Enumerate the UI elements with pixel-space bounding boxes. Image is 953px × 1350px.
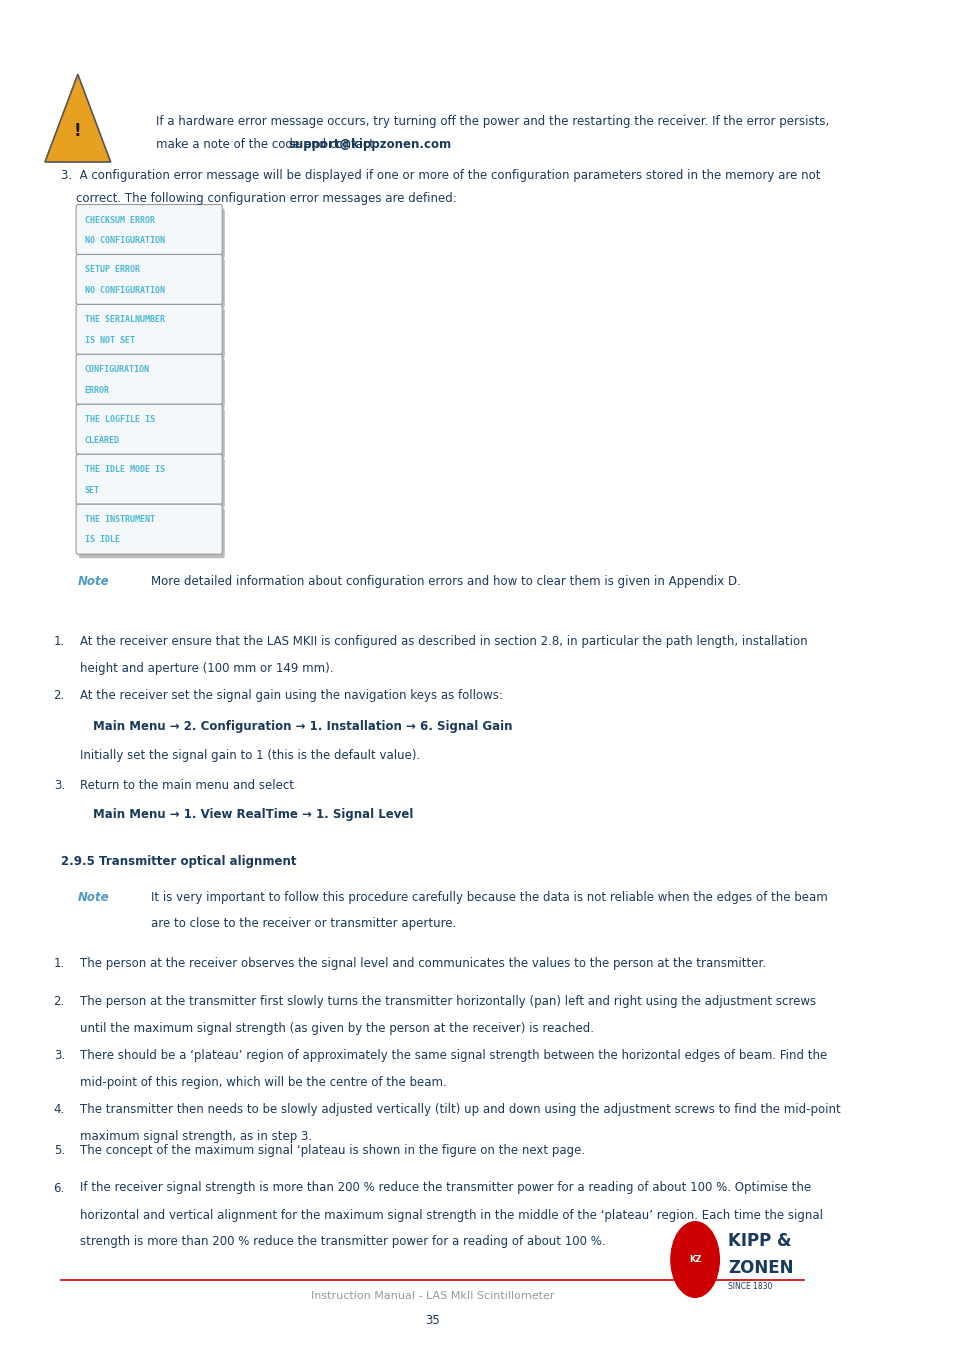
Text: 2.: 2. [53, 995, 65, 1008]
Text: CHECKSUM ERROR: CHECKSUM ERROR [85, 216, 154, 224]
Text: IS IDLE: IS IDLE [85, 536, 120, 544]
Text: Main Menu → 2. Configuration → 1. Installation → 6. Signal Gain: Main Menu → 2. Configuration → 1. Instal… [92, 720, 512, 733]
FancyBboxPatch shape [76, 504, 222, 554]
Text: height and aperture (100 mm or 149 mm).: height and aperture (100 mm or 149 mm). [79, 662, 333, 675]
Text: It is very important to follow this procedure carefully because the data is not : It is very important to follow this proc… [152, 891, 827, 904]
Text: IS NOT SET: IS NOT SET [85, 336, 134, 344]
FancyBboxPatch shape [78, 459, 225, 509]
FancyBboxPatch shape [76, 204, 222, 254]
Text: strength is more than 200 % reduce the transmitter power for a reading of about : strength is more than 200 % reduce the t… [79, 1235, 604, 1249]
Text: Return to the main menu and select: Return to the main menu and select [79, 779, 294, 792]
Text: until the maximum signal strength (as given by the person at the receiver) is re: until the maximum signal strength (as gi… [79, 1022, 593, 1035]
FancyBboxPatch shape [78, 308, 225, 358]
Text: 4.: 4. [53, 1103, 65, 1116]
Text: Initially set the signal gain to 1 (this is the default value).: Initially set the signal gain to 1 (this… [79, 749, 419, 763]
Text: KZ: KZ [688, 1256, 700, 1264]
Text: maximum signal strength, as in step 3.: maximum signal strength, as in step 3. [79, 1130, 312, 1143]
Text: support@kippzonen.com: support@kippzonen.com [289, 138, 452, 151]
Text: The concept of the maximum signal ‘plateau is shown in the figure on the next pa: The concept of the maximum signal ‘plate… [79, 1143, 584, 1157]
Text: 2.9.5 Transmitter optical alignment: 2.9.5 Transmitter optical alignment [60, 855, 295, 868]
Text: Note: Note [78, 575, 110, 589]
Text: Note: Note [78, 891, 110, 904]
Text: 2.: 2. [53, 688, 65, 702]
Polygon shape [45, 74, 111, 162]
FancyBboxPatch shape [76, 354, 222, 405]
FancyBboxPatch shape [76, 254, 222, 305]
FancyBboxPatch shape [78, 408, 225, 459]
Text: If a hardware error message occurs, try turning off the power and the restarting: If a hardware error message occurs, try … [155, 115, 828, 128]
FancyBboxPatch shape [76, 454, 222, 504]
Text: CLEARED: CLEARED [85, 436, 120, 444]
Text: ZONEN: ZONEN [727, 1258, 793, 1277]
Text: THE LOGFILE IS: THE LOGFILE IS [85, 416, 154, 424]
Text: THE SERIALNUMBER: THE SERIALNUMBER [85, 316, 165, 324]
Text: 1.: 1. [53, 957, 65, 971]
Text: CONFIGURATION: CONFIGURATION [85, 366, 150, 374]
Text: SETUP ERROR: SETUP ERROR [85, 266, 139, 274]
Text: 5.: 5. [53, 1143, 65, 1157]
Text: THE IDLE MODE IS: THE IDLE MODE IS [85, 466, 165, 474]
Text: SET: SET [85, 486, 100, 494]
Text: At the receiver ensure that the LAS MKII is configured as described in section 2: At the receiver ensure that the LAS MKII… [79, 634, 806, 648]
Text: horizontal and vertical alignment for the maximum signal strength in the middle : horizontal and vertical alignment for th… [79, 1208, 821, 1222]
Text: 3.: 3. [53, 1049, 65, 1062]
Text: The person at the receiver observes the signal level and communicates the values: The person at the receiver observes the … [79, 957, 765, 971]
Text: are to close to the receiver or transmitter aperture.: are to close to the receiver or transmit… [152, 917, 456, 930]
Text: 3.  A configuration error message will be displayed if one or more of the config: 3. A configuration error message will be… [60, 169, 820, 182]
Text: Instruction Manual - LAS MkII Scintillometer: Instruction Manual - LAS MkII Scintillom… [311, 1291, 554, 1301]
Text: Main Menu → 1. View RealTime → 1. Signal Level: Main Menu → 1. View RealTime → 1. Signal… [92, 807, 413, 821]
Text: 3.: 3. [53, 779, 65, 792]
Text: The transmitter then needs to be slowly adjusted vertically (tilt) up and down u: The transmitter then needs to be slowly … [79, 1103, 840, 1116]
FancyBboxPatch shape [76, 305, 222, 354]
Text: !: ! [74, 122, 82, 140]
Text: If the receiver signal strength is more than 200 % reduce the transmitter power : If the receiver signal strength is more … [79, 1181, 810, 1195]
Text: ERROR: ERROR [85, 386, 110, 394]
Text: NO CONFIGURATION: NO CONFIGURATION [85, 286, 165, 294]
Text: NO CONFIGURATION: NO CONFIGURATION [85, 236, 165, 244]
Text: The person at the transmitter first slowly turns the transmitter horizontally (p: The person at the transmitter first slow… [79, 995, 815, 1008]
Text: correct. The following configuration error messages are defined:: correct. The following configuration err… [60, 192, 456, 205]
Text: There should be a ‘plateau’ region of approximately the same signal strength bet: There should be a ‘plateau’ region of ap… [79, 1049, 826, 1062]
Text: More detailed information about configuration errors and how to clear them is gi: More detailed information about configur… [152, 575, 740, 589]
Text: KIPP &: KIPP & [727, 1231, 791, 1250]
Text: 1.: 1. [53, 634, 65, 648]
Text: make a note of the code and contact: make a note of the code and contact [155, 138, 377, 151]
FancyBboxPatch shape [78, 358, 225, 408]
Text: SINCE 1830: SINCE 1830 [727, 1282, 772, 1291]
FancyBboxPatch shape [78, 509, 225, 559]
Text: 6.: 6. [53, 1181, 65, 1195]
Text: 35: 35 [424, 1314, 439, 1327]
FancyBboxPatch shape [78, 209, 225, 259]
Text: At the receiver set the signal gain using the navigation keys as follows:: At the receiver set the signal gain usin… [79, 688, 502, 702]
FancyBboxPatch shape [78, 258, 225, 308]
Circle shape [670, 1222, 719, 1297]
Text: THE INSTRUMENT: THE INSTRUMENT [85, 516, 154, 524]
Text: mid-point of this region, which will be the centre of the beam.: mid-point of this region, which will be … [79, 1076, 446, 1089]
FancyBboxPatch shape [76, 404, 222, 454]
